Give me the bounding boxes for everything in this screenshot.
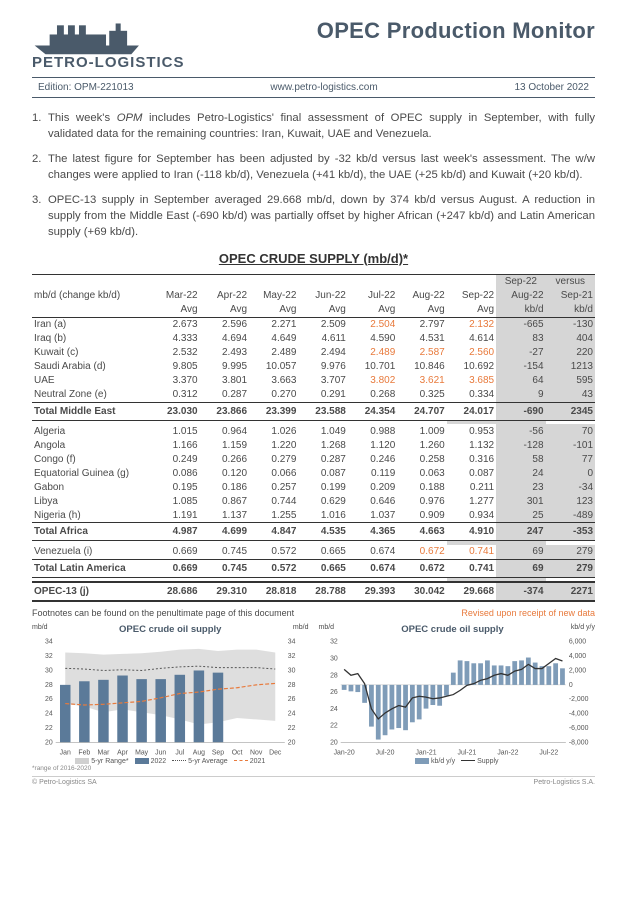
svg-text:Jan: Jan [60, 749, 71, 756]
svg-text:32: 32 [45, 653, 53, 660]
ship-icon [32, 18, 142, 56]
svg-text:Aug: Aug [193, 749, 205, 756]
svg-text:Jun: Jun [155, 749, 166, 756]
svg-text:20: 20 [330, 739, 338, 746]
svg-text:28: 28 [45, 681, 53, 688]
svg-text:2,000: 2,000 [568, 667, 585, 674]
svg-text:Jan-20: Jan-20 [333, 749, 354, 756]
svg-text:Jul-22: Jul-22 [539, 749, 558, 756]
svg-text:Dec: Dec [269, 749, 282, 756]
info-bar: Edition: OPM-221013 www.petro-logistics.… [32, 77, 595, 98]
site-url: www.petro-logistics.com [270, 82, 377, 93]
svg-text:-2,000: -2,000 [568, 696, 588, 703]
svg-text:-4,000: -4,000 [568, 710, 588, 717]
svg-text:-8,000: -8,000 [568, 739, 588, 746]
svg-text:26: 26 [330, 689, 338, 696]
svg-text:24: 24 [288, 710, 296, 717]
chart2-svg: 20 22 24 26 28 30 32 -8,000 -6,000 -4,000 -2,000 0 2… [319, 637, 596, 757]
c2-title: OPEC crude oil supply [401, 624, 503, 635]
c2-yunit-l: mb/d [319, 624, 335, 637]
svg-text:34: 34 [288, 638, 296, 645]
svg-text:Jul-20: Jul-20 [375, 749, 394, 756]
chart1-svg: 20 20 22 22 24 24 26 26 28 28 30 30 32 32 34 34 Jan Feb Ma… [32, 637, 309, 757]
svg-text:6,000: 6,000 [568, 638, 585, 645]
bullet-num: 1. [32, 110, 48, 143]
svg-text:34: 34 [45, 638, 53, 645]
bullet-num: 2. [32, 151, 48, 184]
svg-text:22: 22 [288, 725, 296, 732]
footer-right: Petro-Logistics S.A. [534, 779, 595, 786]
svg-text:22: 22 [45, 725, 53, 732]
svg-text:28: 28 [330, 672, 338, 679]
footnote-right: Revised upon receipt of new data [461, 608, 595, 618]
edition-label: Edition: OPM-221013 [38, 82, 134, 93]
svg-text:24: 24 [330, 705, 338, 712]
svg-text:-6,000: -6,000 [568, 725, 588, 732]
charts-row: mb/d OPEC crude oil supply mb/d 20 20 22 22… [32, 624, 595, 772]
bullet-item: 2.The latest figure for September has be… [32, 151, 595, 184]
svg-text:20: 20 [288, 739, 296, 746]
section-title: OPEC CRUDE SUPPLY (mb/d)* [32, 251, 595, 266]
svg-text:4,000: 4,000 [568, 653, 585, 660]
bullet-item: 3.OPEC-13 supply in September averaged 2… [32, 192, 595, 241]
svg-text:30: 30 [330, 655, 338, 662]
svg-text:Apr: Apr [117, 749, 128, 756]
summary-bullets: 1.This week's OPM includes Petro-Logisti… [32, 110, 595, 241]
page-footer: © Petro-Logistics SA Petro-Logistics S.A… [32, 776, 595, 786]
c1-legend: 5-yr Range*20225-yr Average2021 [32, 758, 309, 765]
svg-text:32: 32 [288, 653, 296, 660]
svg-text:Jan-21: Jan-21 [415, 749, 436, 756]
page-title: OPEC Production Monitor [317, 18, 595, 44]
svg-text:24: 24 [45, 710, 53, 717]
chart-left: mb/d OPEC crude oil supply mb/d 20 20 22 22… [32, 624, 309, 772]
c2-yunit-r: kb/d y/y [571, 624, 595, 637]
svg-text:Jul-21: Jul-21 [457, 749, 476, 756]
c1-yunit-r: mb/d [293, 624, 309, 637]
header: PETRO-LOGISTICS OPEC Production Monitor [32, 18, 595, 71]
chart-right: mb/d OPEC crude oil supply kb/d y/y 20 22… [319, 624, 596, 772]
svg-text:Oct: Oct [232, 749, 243, 756]
bullet-text: OPEC-13 supply in September averaged 29.… [48, 192, 595, 241]
svg-text:Sep: Sep [212, 749, 224, 756]
svg-text:32: 32 [330, 638, 338, 645]
footnote-left: Footnotes can be found on the penultimat… [32, 608, 294, 618]
bullet-text: This week's OPM includes Petro-Logistics… [48, 110, 595, 143]
svg-text:Mar: Mar [97, 749, 110, 756]
bullet-item: 1.This week's OPM includes Petro-Logisti… [32, 110, 595, 143]
svg-text:30: 30 [45, 667, 53, 674]
svg-text:0: 0 [568, 681, 572, 688]
brand-logo: PETRO-LOGISTICS [32, 18, 185, 71]
report-date: 13 October 2022 [514, 82, 589, 93]
c1-yunit-l: mb/d [32, 624, 48, 637]
bullet-num: 3. [32, 192, 48, 241]
supply-table: Sep-22versusmb/d (change kb/d)Mar-22Apr-… [32, 274, 595, 602]
brand-name: PETRO-LOGISTICS [32, 54, 185, 71]
c2-legend: kb/d y/ySupply [319, 758, 596, 765]
svg-text:26: 26 [288, 696, 296, 703]
bullet-text: The latest figure for September has been… [48, 151, 595, 184]
footnote-row: Footnotes can be found on the penultimat… [32, 608, 595, 618]
c1-title: OPEC crude oil supply [119, 624, 221, 635]
svg-text:Jan-22: Jan-22 [497, 749, 518, 756]
c1-range-note: *range of 2016-2020 [32, 765, 309, 772]
svg-text:30: 30 [288, 667, 296, 674]
svg-text:Nov: Nov [250, 749, 263, 756]
footer-left: © Petro-Logistics SA [32, 779, 97, 786]
svg-text:Feb: Feb [78, 749, 90, 756]
svg-text:22: 22 [330, 722, 338, 729]
svg-text:Jul: Jul [175, 749, 184, 756]
svg-text:20: 20 [45, 739, 53, 746]
svg-text:28: 28 [288, 681, 296, 688]
svg-text:26: 26 [45, 696, 53, 703]
svg-text:May: May [135, 749, 149, 756]
